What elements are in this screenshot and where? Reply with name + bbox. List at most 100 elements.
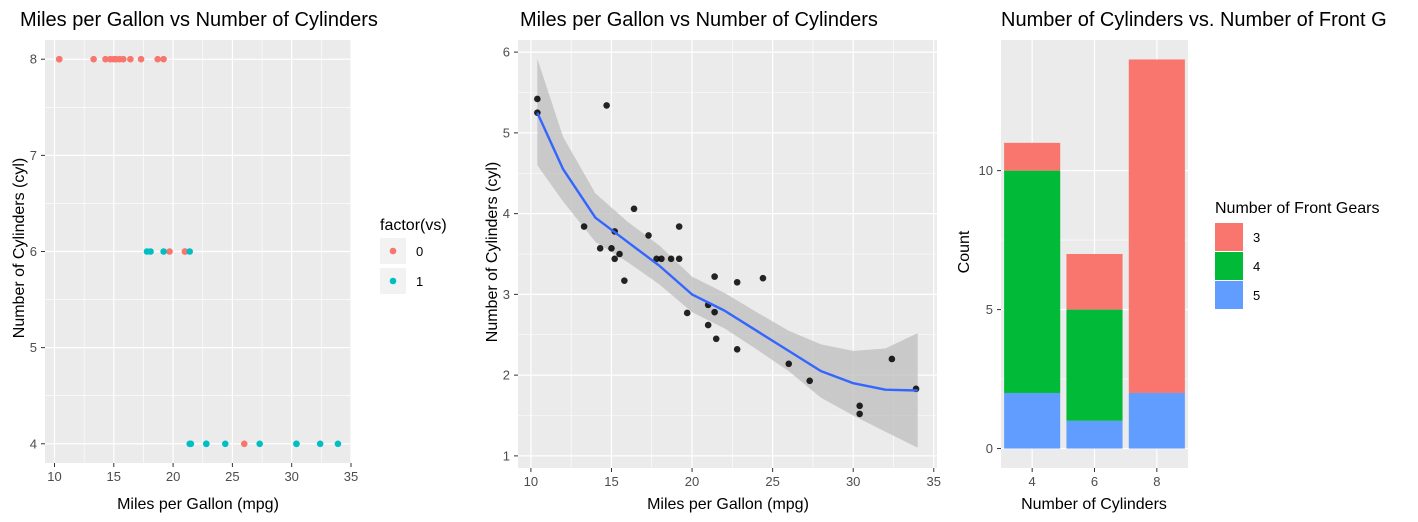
chart2-point: [603, 102, 610, 109]
chart2-point: [712, 335, 720, 343]
chart1-point-vs-0: [181, 248, 189, 255]
chart3-legend-swatch-3: [1215, 223, 1243, 251]
chart2-smooth-line: [536, 112, 918, 392]
chart1-plot-area: [45, 40, 352, 463]
chart1-point-vs-1: [147, 248, 154, 255]
chart2-point: [658, 255, 665, 263]
chart1-point-vs-0: [240, 440, 248, 448]
chart1-point-vs-1: [186, 248, 193, 255]
chart2-confidence-band: [537, 58, 918, 448]
chart2-point: [759, 274, 767, 282]
chart3-bar-cyl8-gear3: [1128, 59, 1185, 393]
chart3-plot-area: [1001, 40, 1188, 468]
chart2-point: [675, 255, 683, 263]
chart1-point-vs-1: [160, 248, 167, 255]
chart1-x-tick-label: 30: [284, 469, 298, 484]
chart2-point: [534, 95, 541, 103]
chart1-point-vs-1: [187, 440, 195, 448]
chart2-point: [856, 402, 863, 410]
chart2-point: [733, 345, 741, 353]
chart1-point-vs-0: [90, 55, 97, 63]
chart2-x-tick-label: 35: [927, 474, 941, 489]
chart2-point: [608, 245, 615, 252]
chart3-bar-cyl4-gear5: [1004, 392, 1061, 449]
chart1-legend-title: factor(vs): [380, 217, 447, 234]
chart1-point-vs-0: [119, 55, 127, 63]
chart2-point: [785, 360, 793, 368]
chart2-y-tick-label: 5: [503, 125, 510, 140]
chart1-title: Miles per Gallon vs Number of Cylinders: [20, 9, 378, 31]
chart2-y-tick-label: 3: [503, 287, 510, 302]
chart2-point: [667, 255, 675, 263]
chart3-legend-title: Number of Front Gears: [1215, 200, 1380, 217]
chart1-legend-label-1: 1: [416, 274, 423, 289]
chart3-legend-label-3: 3: [1253, 230, 1260, 245]
chart2-point: [711, 308, 718, 316]
chart2-y-tick-label: 4: [503, 206, 510, 221]
chart1-point-vs-0: [102, 55, 109, 63]
chart1-legend-label-0: 0: [416, 244, 423, 259]
chart1-point-vs-1: [316, 440, 324, 448]
chart2-point: [611, 255, 618, 263]
chart1-point-vs-0: [160, 55, 167, 63]
chart3-legend-label-4: 4: [1253, 259, 1260, 274]
chart2-point: [596, 245, 604, 252]
chart2-x-tick-label: 25: [765, 474, 779, 489]
chart1-point-vs-0: [154, 55, 161, 63]
chart2-point: [580, 223, 588, 230]
chart1-point-vs-0: [166, 248, 173, 255]
chart1-y-axis-title: Number of Cylinders (cyl): [11, 158, 28, 338]
chart2-title: Miles per Gallon vs Number of Cylinders: [520, 9, 878, 31]
chart2-y-axis-title: Number of Cylinders (cyl): [484, 162, 501, 342]
chart1-x-axis-title: Miles per Gallon (mpg): [117, 496, 279, 513]
chart1-point-vs-1: [334, 440, 342, 448]
chart1-legend-swatch-0: [389, 247, 397, 255]
chart3-bar-cyl6-gear3: [1066, 254, 1123, 310]
chart3-x-axis-title: Number of Cylinders: [1021, 496, 1167, 513]
chart1-point-vs-1: [293, 440, 300, 448]
chart3-y-tick-label: 0: [986, 441, 993, 456]
chart3-legend-swatch-5: [1215, 281, 1243, 309]
chart2-plot-area: [518, 40, 937, 468]
chart3-y-tick-label: 5: [986, 302, 993, 317]
chart2-point: [806, 377, 813, 385]
chart2-y-tick-label: 2: [503, 368, 510, 383]
chart1-x-tick-label: 25: [225, 469, 239, 484]
chart-cyl-vs-gears: Number of Cylinders vs. Number of Front …: [956, 9, 1387, 513]
chart1-x-tick-label: 35: [344, 469, 358, 484]
chart1-x-tick-label: 20: [166, 469, 180, 484]
chart3-x-tick-label: 4: [1029, 474, 1036, 489]
chart1-point-vs-1: [221, 440, 229, 448]
chart2-point: [621, 277, 628, 284]
chart3-y-axis-title: Count: [956, 230, 973, 273]
chart1-point-vs-1: [203, 440, 210, 448]
chart-mpg-vs-cyl-by-vs: Miles per Gallon vs Number of Cylinders …: [11, 9, 447, 513]
chart3-y-tick-label: 10: [979, 163, 993, 178]
chart2-x-tick-label: 15: [604, 474, 618, 489]
chart2-x-tick-label: 30: [846, 474, 860, 489]
chart3-bar-cyl8-gear5: [1128, 392, 1185, 449]
chart3-bar-cyl6-gear4: [1066, 309, 1123, 421]
chart2-point: [683, 309, 691, 317]
chart2-point: [711, 273, 718, 280]
chart1-y-tick-label: 6: [30, 244, 37, 259]
chart2-point: [616, 250, 623, 258]
chart-mpg-vs-cyl-smooth: Miles per Gallon vs Number of Cylinders …: [484, 9, 941, 513]
chart2-point: [856, 410, 863, 418]
chart1-y-tick-label: 5: [30, 340, 37, 355]
chart3-x-tick-label: 6: [1091, 474, 1098, 489]
chart2-point: [675, 223, 683, 230]
chart2-x-tick-label: 20: [685, 474, 699, 489]
chart1-point-vs-1: [256, 440, 263, 448]
chart3-title: Number of Cylinders vs. Number of Front …: [1001, 9, 1387, 31]
chart2-x-axis-title: Miles per Gallon (mpg): [647, 496, 809, 513]
chart2-y-tick-label: 6: [503, 45, 510, 60]
chart1-x-tick-label: 10: [47, 469, 61, 484]
chart2-x-tick-label: 10: [524, 474, 538, 489]
chart2-point: [733, 278, 741, 286]
chart1-point-vs-0: [137, 55, 145, 63]
chart2-point: [653, 255, 660, 263]
chart1-point-vs-0: [127, 55, 134, 63]
chart3-bar-cyl4-gear4: [1004, 170, 1061, 393]
